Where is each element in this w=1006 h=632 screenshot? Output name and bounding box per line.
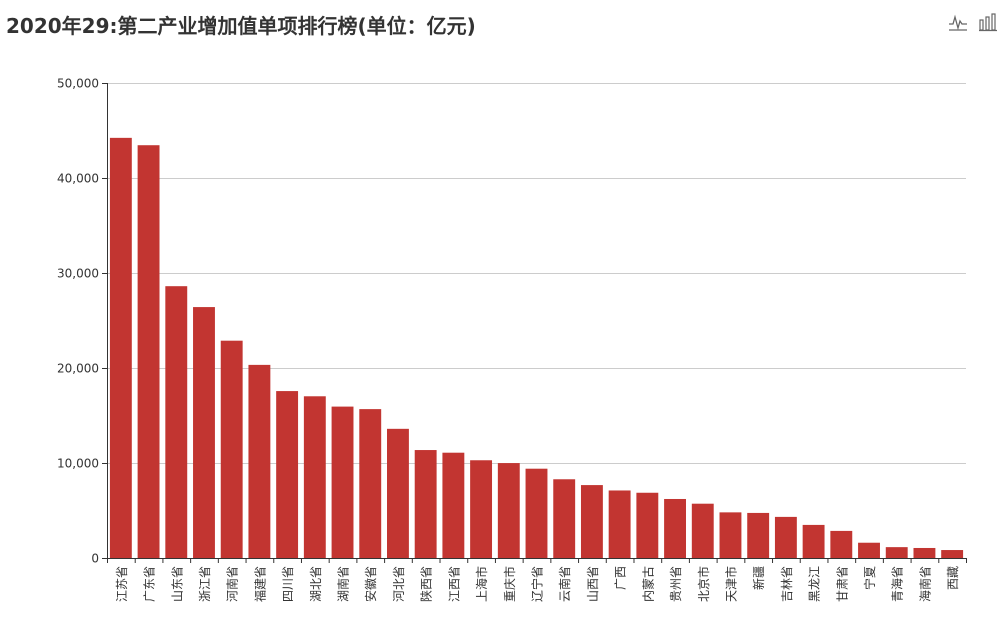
- bar[interactable]: [165, 286, 188, 558]
- bar[interactable]: [387, 428, 409, 558]
- bar[interactable]: [359, 409, 382, 558]
- bar[interactable]: [913, 547, 936, 558]
- y-tick-label: 30,000: [57, 267, 99, 281]
- bar[interactable]: [580, 485, 603, 558]
- bar[interactable]: [830, 530, 853, 558]
- bars: [109, 137, 964, 558]
- bar[interactable]: [885, 547, 908, 558]
- x-tick-label: 安徽省: [363, 566, 378, 602]
- x-tick-label: 福建省: [252, 566, 267, 602]
- x-tick-label: 河南省: [225, 566, 240, 602]
- x-tick-label: 江西省: [447, 566, 461, 602]
- bar[interactable]: [497, 463, 520, 558]
- x-tick-label: 青海省: [890, 566, 905, 602]
- x-tick-label: 浙江省: [198, 566, 212, 602]
- bar[interactable]: [525, 468, 548, 558]
- bar[interactable]: [802, 524, 825, 558]
- bar[interactable]: [470, 460, 493, 558]
- x-tick-label: 黑龙江: [808, 566, 822, 602]
- x-tick-label: 湖北省: [308, 566, 323, 602]
- y-tick-label: 20,000: [57, 362, 99, 376]
- x-tick-label: 新疆: [751, 566, 766, 590]
- chart-title: 2020年29:第二产业增加值单项排行榜(单位：亿元): [6, 14, 476, 38]
- x-tick-label: 西藏: [946, 566, 960, 590]
- bar[interactable]: [109, 137, 132, 558]
- x-tick-label: 甘肃省: [835, 566, 849, 602]
- bar[interactable]: [747, 512, 770, 558]
- bar[interactable]: [636, 492, 659, 558]
- x-tick-label: 山西省: [586, 566, 600, 602]
- x-tick-label: 广西: [614, 566, 628, 590]
- x-tick-label: 山东省: [170, 566, 184, 602]
- toolbox: [948, 12, 998, 32]
- bar[interactable]: [664, 498, 686, 558]
- bar[interactable]: [719, 512, 742, 558]
- x-tick-label: 湖南省: [336, 566, 351, 602]
- y-tick-label: 10,000: [57, 457, 99, 471]
- bar[interactable]: [137, 145, 160, 558]
- bar[interactable]: [941, 550, 964, 558]
- axes: [102, 83, 967, 563]
- bar[interactable]: [193, 307, 215, 558]
- x-tick-label: 江苏省: [115, 566, 129, 602]
- bar[interactable]: [331, 406, 354, 558]
- x-tick-label: 北京市: [696, 566, 711, 602]
- x-tick-label: 广东省: [143, 566, 157, 602]
- x-tick-label: 海南省: [917, 566, 932, 602]
- x-tick-label: 重庆市: [502, 566, 517, 602]
- bar[interactable]: [608, 490, 631, 558]
- x-tick-label: 云南省: [557, 566, 572, 602]
- bar[interactable]: [276, 391, 299, 558]
- bar[interactable]: [442, 452, 465, 558]
- x-tick-label: 吉林省: [780, 566, 794, 602]
- x-tick-label: 陕西省: [419, 566, 434, 602]
- axis-labels: 0 10,000 20,000 30,000 40,000 50,000 江苏省 广东省 山东省…: [57, 77, 960, 603]
- x-tick-label: 贵州省: [669, 566, 683, 602]
- x-tick-label: 内蒙古: [640, 566, 655, 602]
- bar[interactable]: [691, 503, 714, 558]
- y-tick-label: 50,000: [57, 77, 99, 91]
- bar[interactable]: [553, 479, 576, 558]
- y-tick-label: 0: [91, 552, 99, 566]
- bar[interactable]: [858, 542, 880, 558]
- bar[interactable]: [248, 364, 271, 558]
- bar-chart-icon[interactable]: [978, 12, 998, 32]
- y-tick-label: 40,000: [57, 172, 99, 186]
- bar[interactable]: [414, 450, 437, 558]
- x-tick-label: 辽宁省: [530, 566, 545, 602]
- bar[interactable]: [774, 516, 797, 558]
- x-tick-label: 宁夏: [862, 566, 877, 590]
- bar[interactable]: [303, 396, 326, 558]
- x-tick-label: 四川省: [281, 566, 295, 602]
- x-tick-label: 天津市: [723, 566, 738, 602]
- bar[interactable]: [220, 340, 243, 558]
- line-chart-icon[interactable]: [948, 12, 968, 32]
- x-tick-label: 河北省: [392, 566, 406, 602]
- x-tick-label: 上海市: [474, 566, 489, 602]
